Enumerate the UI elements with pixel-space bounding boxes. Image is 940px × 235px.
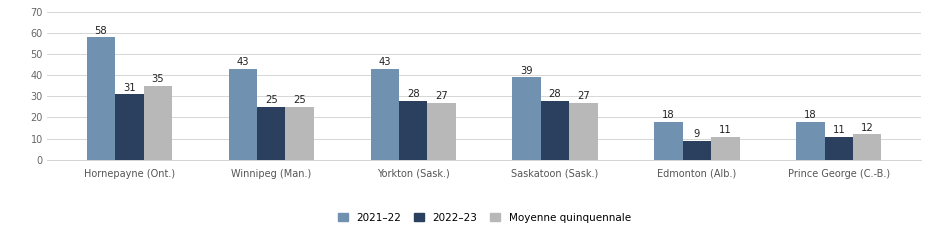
Text: 58: 58 bbox=[95, 26, 107, 36]
Text: 27: 27 bbox=[577, 91, 589, 101]
Bar bbox=[399, 101, 428, 160]
Text: 43: 43 bbox=[379, 57, 391, 67]
Text: 25: 25 bbox=[293, 95, 306, 106]
Text: 39: 39 bbox=[521, 66, 533, 76]
Bar bbox=[286, 107, 314, 160]
Bar bbox=[824, 137, 854, 160]
Bar bbox=[854, 134, 882, 160]
Bar bbox=[540, 101, 570, 160]
Text: 25: 25 bbox=[265, 95, 277, 106]
Text: 18: 18 bbox=[663, 110, 675, 120]
Bar bbox=[570, 103, 598, 160]
Text: 11: 11 bbox=[833, 125, 845, 135]
Bar bbox=[115, 94, 144, 160]
Bar bbox=[428, 103, 456, 160]
Bar bbox=[228, 69, 257, 160]
Text: 11: 11 bbox=[719, 125, 731, 135]
Text: 18: 18 bbox=[805, 110, 817, 120]
Bar bbox=[682, 141, 712, 160]
Bar bbox=[86, 37, 115, 160]
Bar bbox=[654, 122, 682, 160]
Bar bbox=[144, 86, 172, 160]
Text: 28: 28 bbox=[407, 89, 419, 99]
Text: 31: 31 bbox=[123, 83, 135, 93]
Text: 28: 28 bbox=[549, 89, 561, 99]
Text: 27: 27 bbox=[435, 91, 447, 101]
Legend: 2021–22, 2022–23, Moyenne quinquennale: 2021–22, 2022–23, Moyenne quinquennale bbox=[335, 209, 634, 226]
Bar bbox=[796, 122, 824, 160]
Text: 12: 12 bbox=[861, 123, 873, 133]
Text: 43: 43 bbox=[237, 57, 249, 67]
Bar bbox=[370, 69, 399, 160]
Bar bbox=[512, 77, 540, 160]
Text: 9: 9 bbox=[694, 129, 700, 139]
Bar bbox=[257, 107, 286, 160]
Bar bbox=[712, 137, 740, 160]
Text: 35: 35 bbox=[151, 74, 164, 84]
